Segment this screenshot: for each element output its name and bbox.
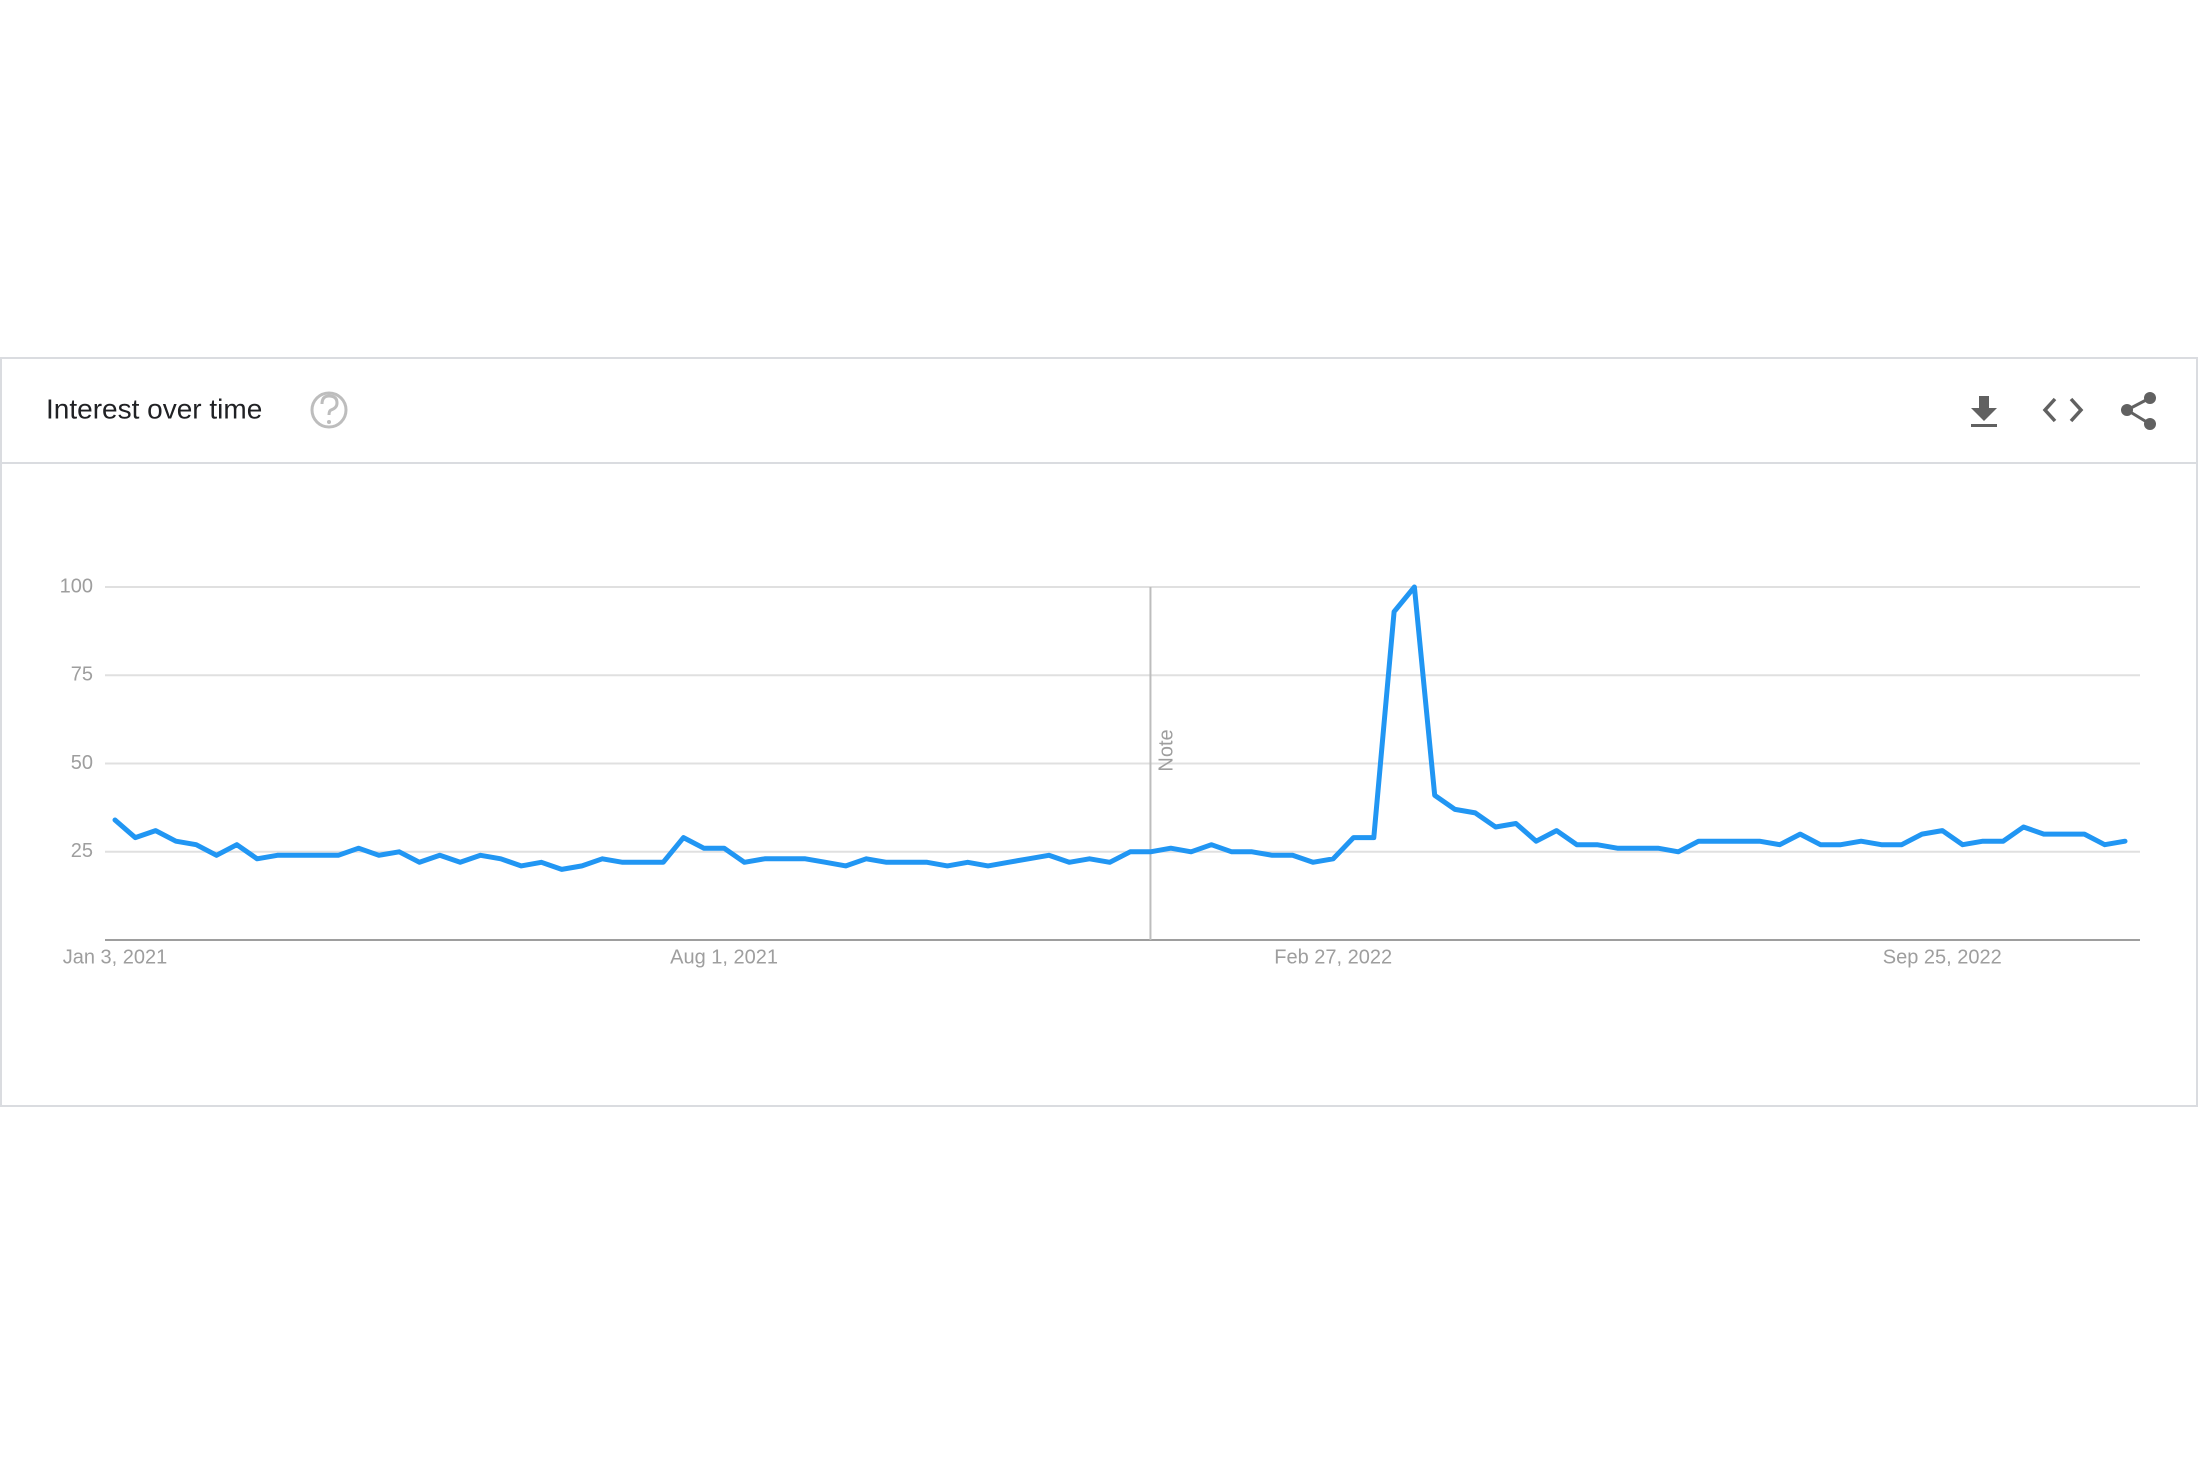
- trend-line: [112, 584, 2128, 872]
- card: [0, 357, 2198, 1107]
- x-tick-label: Jan 3, 2021: [63, 946, 168, 968]
- share-icon[interactable]: [2121, 392, 2156, 430]
- x-tick-label: Sep 25, 2022: [1883, 946, 2002, 968]
- card-title: Interest over time: [46, 393, 262, 424]
- download-icon[interactable]: [1971, 396, 1997, 427]
- note-label: Note: [1156, 729, 1178, 771]
- x-tick-label: Aug 1, 2021: [670, 946, 778, 968]
- plot: 25 50 75 100 Jan 3, 2021 Aug 1, 2021 Feb 27, 2…: [60, 575, 2140, 968]
- x-tick-label: Feb 27, 2022: [1274, 946, 1392, 968]
- y-tick-label: 25: [71, 840, 93, 862]
- embed-icon[interactable]: [2042, 397, 2084, 423]
- y-tick-label: 100: [60, 575, 93, 597]
- y-tick-label: 50: [71, 752, 93, 774]
- y-tick-label: 75: [71, 664, 93, 686]
- help-icon[interactable]: [310, 391, 348, 429]
